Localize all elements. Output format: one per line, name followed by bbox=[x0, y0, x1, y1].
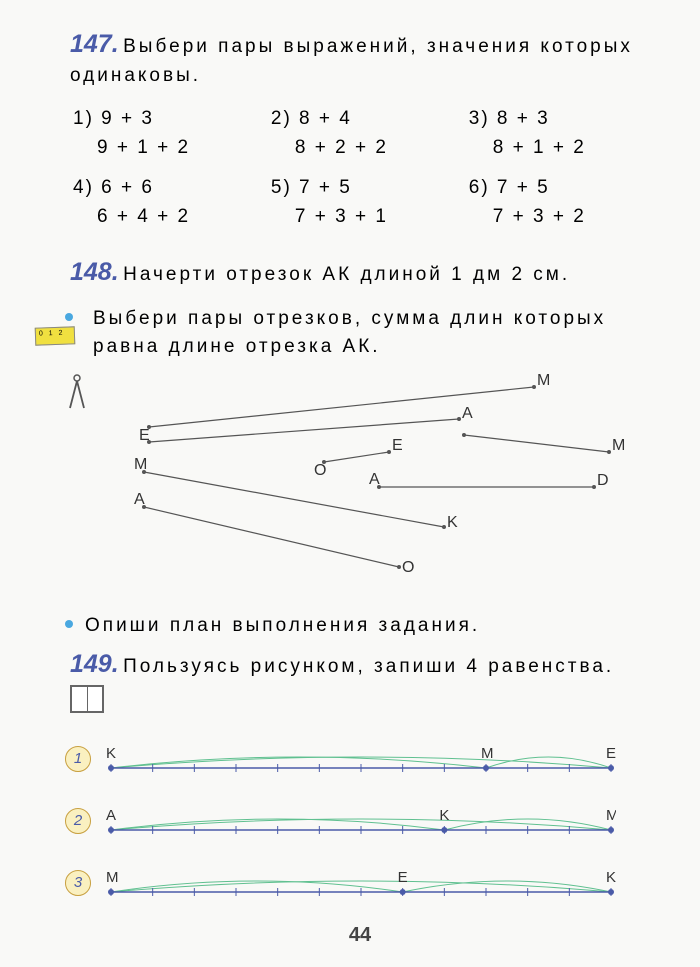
numberline: KME bbox=[106, 738, 616, 780]
svg-text:D: D bbox=[597, 472, 609, 489]
svg-text:K: K bbox=[447, 514, 458, 531]
bullet-icon bbox=[65, 313, 73, 321]
svg-text:K: K bbox=[439, 807, 449, 824]
problem-149-header: 149. Пользуясь рисунком, запиши 4 равенс… bbox=[65, 650, 655, 682]
expression-grid: 1) 9 + 39 + 1 + 2 4) 6 + 66 + 4 + 22) 8 +… bbox=[65, 105, 655, 243]
ruler-icon bbox=[35, 326, 76, 345]
numberline-row: 3M E K bbox=[65, 862, 655, 904]
numberlines-container: 1KME2AKM3MEK bbox=[65, 738, 655, 904]
svg-text:K: K bbox=[606, 869, 616, 886]
numberline: MEK bbox=[106, 862, 616, 904]
svg-text:A: A bbox=[369, 471, 380, 488]
numberline-row: 2A K M bbox=[65, 800, 655, 842]
compass-icon bbox=[65, 372, 89, 412]
book-icon bbox=[70, 685, 104, 713]
numberline: AKM bbox=[106, 800, 616, 842]
svg-text:M: M bbox=[537, 372, 550, 389]
svg-text:O: O bbox=[314, 462, 326, 479]
svg-text:E: E bbox=[398, 869, 408, 886]
row-number: 3 bbox=[65, 870, 91, 896]
numberline-row: 1K M E bbox=[65, 738, 655, 780]
problem-148-sub2: Опиши план выполнения задания. bbox=[65, 612, 655, 641]
problem-147-header: 147. Выбери пары выражений, значения кот… bbox=[65, 30, 655, 90]
problem-148-text1: Начерти отрезок АК длиной 1 дм 2 см. bbox=[123, 264, 570, 285]
svg-text:A: A bbox=[462, 405, 473, 422]
svg-text:O: O bbox=[402, 559, 414, 576]
expression-pair: 2) 8 + 48 + 2 + 2 bbox=[271, 105, 457, 162]
svg-text:E: E bbox=[392, 437, 403, 454]
bullet-icon bbox=[65, 620, 73, 628]
svg-text:M: M bbox=[606, 807, 616, 824]
svg-text:M: M bbox=[612, 437, 625, 454]
expression-pair: 5) 7 + 57 + 3 + 1 bbox=[271, 174, 457, 231]
problem-149-text: Пользуясь рисунком, запиши 4 равенства. bbox=[123, 656, 614, 677]
svg-text:M: M bbox=[106, 869, 119, 886]
page-number: 44 bbox=[65, 924, 655, 947]
svg-text:A: A bbox=[106, 807, 116, 824]
segments-diagram: EMAOEMMKADAO bbox=[89, 372, 649, 602]
problem-148-text3: Опиши план выполнения задания. bbox=[85, 612, 480, 641]
row-number: 1 bbox=[65, 746, 91, 772]
problem-num-147: 147. bbox=[70, 30, 119, 58]
expression-pair: 4) 6 + 66 + 4 + 2 bbox=[73, 174, 259, 231]
expression-pair: 6) 7 + 57 + 3 + 2 bbox=[469, 174, 655, 231]
problem-147-text: Выбери пары выражений, значения кото­рых… bbox=[70, 36, 633, 86]
svg-text:A: A bbox=[134, 491, 145, 508]
row-number: 2 bbox=[65, 808, 91, 834]
svg-text:M: M bbox=[134, 456, 147, 473]
expression-pair: 1) 9 + 39 + 1 + 2 bbox=[73, 105, 259, 162]
svg-text:E: E bbox=[606, 745, 616, 762]
problem-num-148: 148. bbox=[70, 258, 119, 286]
problem-148-sub1: Выбери пары отрезков, сумма длин кото­ры… bbox=[65, 305, 655, 362]
problem-148-text2: Выбери пары отрезков, сумма длин кото­ры… bbox=[93, 305, 655, 362]
problem-148-header: 148. Начерти отрезок АК длиной 1 дм 2 см… bbox=[65, 258, 655, 290]
svg-text:M: M bbox=[481, 745, 494, 762]
expression-pair: 3) 8 + 38 + 1 + 2 bbox=[469, 105, 655, 162]
svg-text:K: K bbox=[106, 745, 116, 762]
problem-num-149: 149. bbox=[70, 650, 119, 678]
